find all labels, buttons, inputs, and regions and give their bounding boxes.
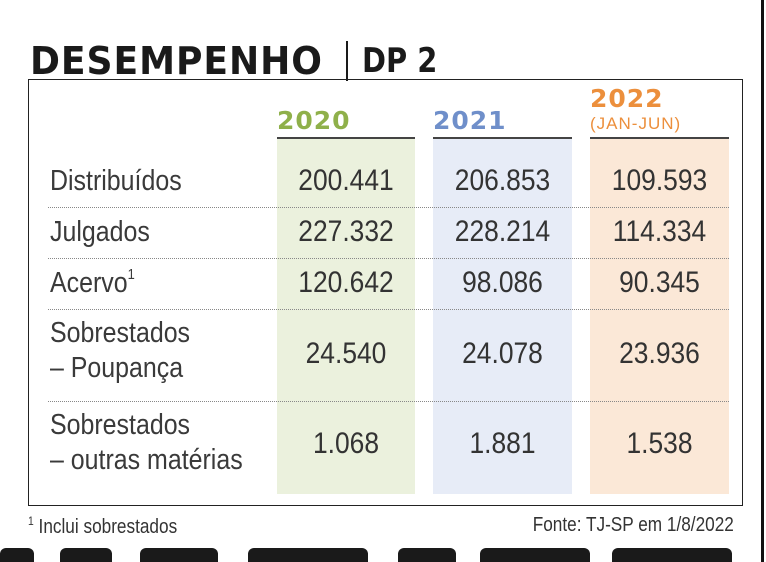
column-header-2021: 2021 <box>433 106 507 135</box>
table-frame <box>28 79 743 506</box>
column-period-2022: (JAN-JUN) <box>590 114 682 133</box>
footnote-marker: 1 <box>127 266 135 283</box>
column-header-2020: 2020 <box>277 106 351 135</box>
cell-2022: 90.345 <box>619 266 700 299</box>
table-row: Distribuídos 200.441 206.853 109.593 <box>48 158 729 208</box>
column-bg-2022 <box>590 138 729 494</box>
cell-2021: 228.214 <box>454 215 551 248</box>
cell-2020: 1.068 <box>312 427 380 460</box>
cell-2022: 109.593 <box>611 164 708 197</box>
row-label: Sobrestados – outras matérias <box>50 409 243 476</box>
page-title: DESEMPENHO DP 2 <box>30 38 451 84</box>
title-main: DESEMPENHO <box>30 39 323 83</box>
title-separator <box>346 41 349 81</box>
column-header-rule-2020 <box>277 137 415 139</box>
column-bg-2021 <box>433 138 572 494</box>
footnote: 1 Inclui sobrestados <box>28 514 178 538</box>
cell-2021: 98.086 <box>462 266 543 299</box>
table-row: Julgados 227.332 228.214 114.334 <box>48 209 729 259</box>
column-header-2022: 2022 <box>590 84 664 113</box>
title-sub: DP 2 <box>362 41 438 81</box>
table-row: Sobrestados – outras matérias 1.068 1.88… <box>48 403 729 493</box>
row-label: Distribuídos <box>50 165 182 197</box>
cell-2020: 200.441 <box>298 164 394 197</box>
source-credit: Fonte: TJ-SP em 1/8/2022 <box>532 514 734 536</box>
column-bg-2020 <box>277 138 415 494</box>
cell-2021: 24.078 <box>462 337 543 370</box>
cell-2022: 114.334 <box>612 215 707 248</box>
row-label: Acervo1 <box>50 266 135 299</box>
cell-2020: 24.540 <box>305 337 387 370</box>
column-header-rule-2022 <box>590 137 729 139</box>
cell-2021: 206.853 <box>454 164 551 197</box>
table-row: Sobrestados – Poupança 24.540 24.078 23.… <box>48 311 729 402</box>
cell-2020: 227.332 <box>298 215 394 248</box>
cell-2020: 120.642 <box>298 266 394 299</box>
cell-2021: 1.881 <box>469 427 536 460</box>
cropped-text-fragment <box>0 542 766 562</box>
row-label: Sobrestados – Poupança <box>50 317 191 384</box>
right-edge-rule <box>761 0 764 562</box>
table-row: Acervo1 120.642 98.086 90.345 <box>48 260 729 310</box>
row-label: Julgados <box>50 216 150 248</box>
cell-2022: 1.538 <box>626 427 693 460</box>
cell-2022: 23.936 <box>619 337 700 370</box>
column-header-rule-2021 <box>433 137 572 139</box>
